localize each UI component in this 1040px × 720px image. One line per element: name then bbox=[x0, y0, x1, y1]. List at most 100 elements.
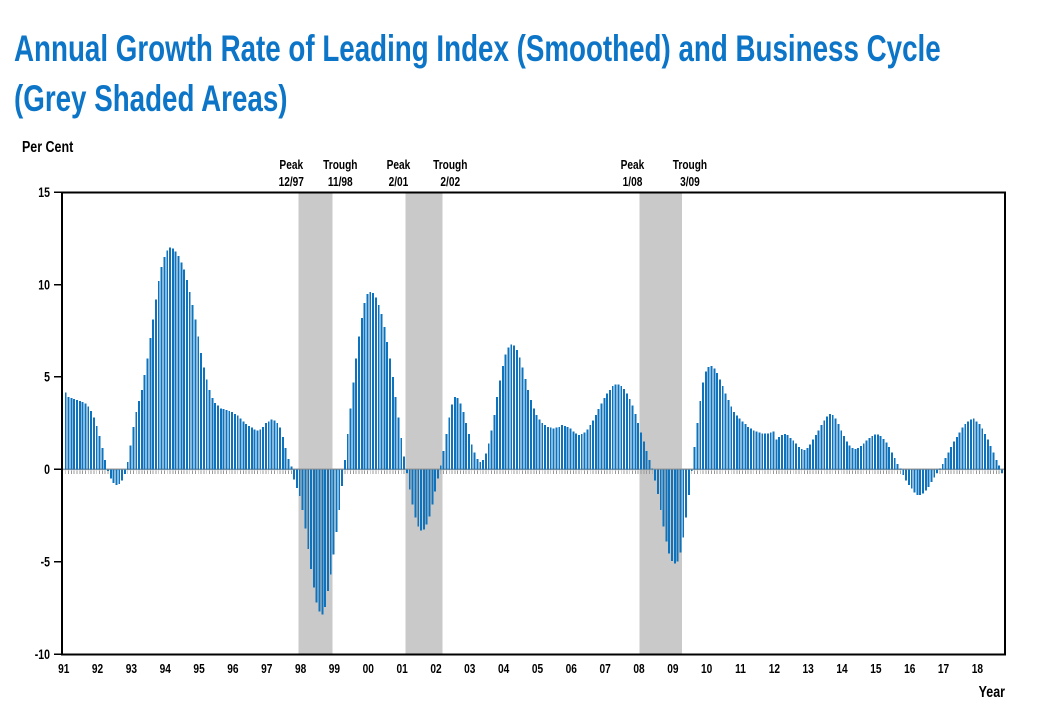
chart-title-line1: Annual Growth Rate of Leading Index (Smo… bbox=[14, 28, 941, 69]
peak-date: 12/97 bbox=[279, 175, 304, 189]
x-tick-label: 01 bbox=[396, 662, 408, 676]
bar bbox=[160, 266, 163, 470]
bar bbox=[324, 469, 327, 607]
bar bbox=[826, 416, 829, 470]
bar bbox=[92, 417, 95, 470]
bar bbox=[594, 414, 597, 470]
bar bbox=[817, 430, 820, 470]
y-tick-label: 0 bbox=[44, 462, 50, 478]
bar bbox=[631, 405, 634, 470]
bar bbox=[561, 424, 563, 470]
bar bbox=[197, 336, 200, 470]
bar bbox=[169, 247, 171, 470]
bar bbox=[217, 405, 219, 470]
bar bbox=[383, 327, 386, 470]
bar bbox=[310, 469, 312, 570]
bar bbox=[814, 435, 817, 470]
bar bbox=[893, 458, 896, 470]
bar bbox=[851, 448, 854, 470]
bar bbox=[194, 319, 197, 470]
bar bbox=[628, 399, 631, 470]
bar bbox=[730, 406, 733, 470]
bar bbox=[530, 400, 532, 470]
bar bbox=[515, 350, 518, 470]
bar bbox=[78, 400, 81, 470]
bar bbox=[408, 469, 411, 490]
bar bbox=[786, 435, 789, 470]
bar bbox=[403, 456, 406, 470]
recession-bands bbox=[298, 192, 682, 655]
bar bbox=[834, 418, 837, 470]
bar bbox=[312, 469, 315, 588]
bar bbox=[270, 419, 273, 470]
bar bbox=[273, 420, 276, 470]
bar bbox=[166, 250, 169, 470]
bar bbox=[764, 433, 767, 470]
bar bbox=[231, 412, 234, 470]
bar bbox=[499, 380, 501, 470]
bar bbox=[468, 434, 470, 470]
bar bbox=[981, 428, 984, 470]
bar bbox=[995, 460, 998, 470]
trough-label: Trough bbox=[323, 158, 357, 172]
zero-line-group bbox=[62, 468, 1006, 475]
bar bbox=[327, 469, 329, 592]
bar bbox=[795, 443, 798, 470]
bar bbox=[656, 469, 659, 495]
bar bbox=[848, 445, 851, 470]
bar bbox=[747, 426, 750, 470]
bar bbox=[958, 432, 961, 470]
bar bbox=[140, 389, 143, 470]
trough-label: Trough bbox=[673, 158, 707, 172]
bar bbox=[301, 469, 304, 510]
bar bbox=[859, 446, 862, 470]
bar bbox=[761, 433, 764, 470]
bar bbox=[538, 419, 541, 470]
x-tick-label: 16 bbox=[904, 662, 916, 676]
bar bbox=[913, 469, 916, 493]
bar bbox=[766, 433, 769, 470]
bar bbox=[961, 427, 964, 470]
x-axis-title: Year bbox=[979, 684, 1006, 702]
bar bbox=[735, 415, 738, 470]
bar bbox=[609, 389, 611, 470]
bar bbox=[214, 402, 217, 470]
bar bbox=[696, 423, 699, 470]
bar bbox=[662, 469, 665, 527]
bar bbox=[459, 403, 462, 470]
bar bbox=[781, 435, 783, 470]
trough-date: 11/98 bbox=[328, 175, 353, 189]
bar bbox=[439, 465, 442, 470]
bar bbox=[577, 435, 580, 470]
x-tick-label: 99 bbox=[329, 662, 341, 676]
x-tick-label: 91 bbox=[58, 662, 70, 676]
y-tick-label: 15 bbox=[38, 185, 50, 201]
bar bbox=[329, 469, 332, 575]
bar bbox=[800, 448, 803, 470]
bar bbox=[721, 386, 724, 470]
bar bbox=[154, 299, 157, 470]
bar bbox=[321, 469, 324, 615]
bar bbox=[566, 426, 569, 470]
bar bbox=[927, 469, 930, 487]
bar bbox=[487, 443, 490, 470]
bar bbox=[876, 434, 879, 470]
bar bbox=[572, 431, 575, 470]
x-tick-label: 06 bbox=[566, 662, 578, 676]
bar bbox=[986, 439, 989, 470]
monthly-bars bbox=[64, 247, 1006, 615]
bar bbox=[174, 251, 177, 470]
x-tick-label: 18 bbox=[972, 662, 984, 676]
bar bbox=[964, 424, 967, 470]
bar bbox=[414, 469, 417, 518]
bar bbox=[358, 336, 360, 470]
bar bbox=[202, 367, 205, 470]
bar bbox=[947, 452, 950, 470]
bar bbox=[778, 436, 781, 470]
bar bbox=[882, 438, 885, 470]
bar bbox=[279, 427, 281, 470]
bar bbox=[465, 423, 468, 470]
bar bbox=[823, 420, 826, 470]
bar bbox=[219, 408, 222, 470]
bar bbox=[671, 469, 673, 561]
